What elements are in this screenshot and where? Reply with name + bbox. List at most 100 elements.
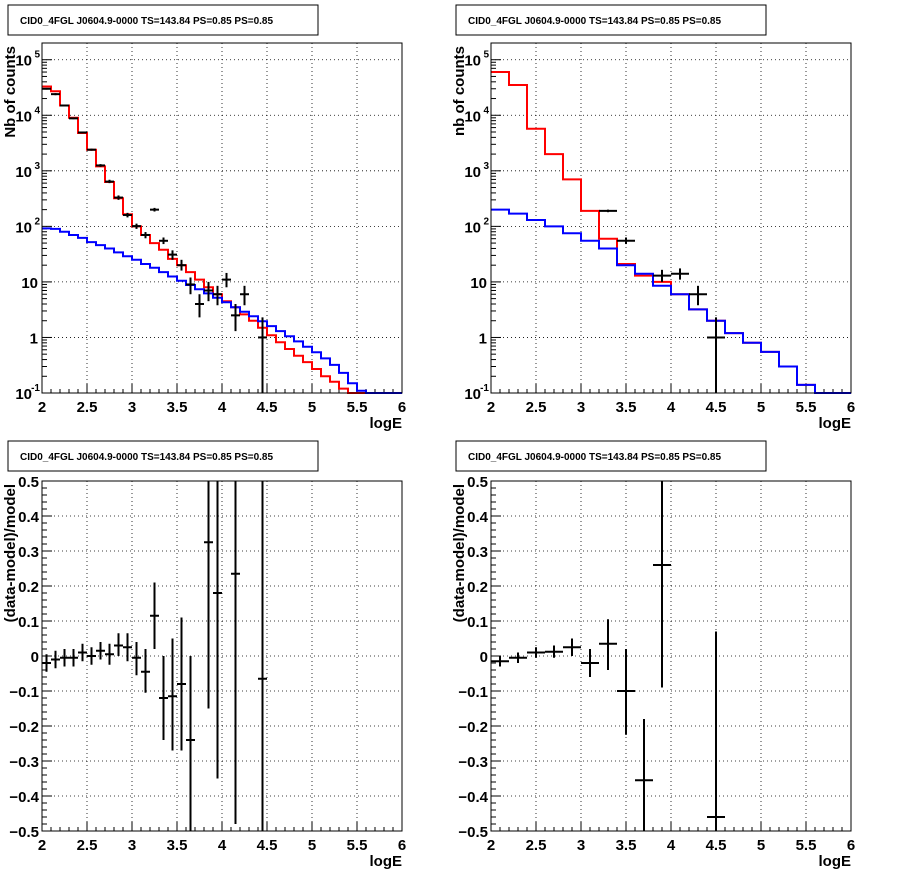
x-tick-label: 3.5 [167,837,188,854]
x-tick-label: 3.5 [167,399,188,416]
y-tick-label: 10 [470,275,487,292]
x-tick-label: 5.5 [347,837,368,854]
x-tick-label: 4 [667,837,676,854]
data-point [195,294,204,318]
data-point [231,481,240,824]
y-tick-label: −0.1 [458,684,488,701]
data-point [617,237,635,245]
x-tick-label: 6 [398,399,406,416]
data-point [527,647,545,658]
data-point [653,269,671,282]
data-point [168,250,177,260]
y-tick-label: 0.4 [467,509,489,526]
data-point [599,619,617,670]
y-tick-label: 10 [464,53,481,70]
y-axis-label: (data-model)/model [2,484,19,622]
data-point [141,649,150,693]
plot-frame [490,480,852,832]
y-axis-label: (data-model)/model [451,484,468,622]
chart-title: CID0_4FGL J0604.9-0000 TS=143.84 PS=0.85… [468,16,721,27]
y-tick-label: 10 [464,386,481,403]
x-tick-label: 4.5 [706,399,727,416]
y-tick-exponent: 4 [483,105,489,116]
data-point [159,237,168,245]
data-point [240,285,249,306]
data-point [51,93,60,96]
data-point [509,652,527,663]
x-axis-label: logE [370,415,403,432]
x-tick-label: 2 [38,399,46,416]
x-axis-label: logE [819,853,852,870]
data-point [563,638,581,656]
x-tick-label: 5.5 [347,399,368,416]
x-tick-label: 2 [487,837,495,854]
y-tick-label: 10 [464,219,481,236]
data-point [87,647,96,665]
x-tick-label: 2 [38,837,46,854]
y-tick-label: 0.3 [18,544,39,561]
y-tick-label: 10 [21,275,38,292]
x-tick-label: 4 [218,399,227,416]
series-step-line [491,208,851,394]
y-tick-exponent: 3 [483,161,489,172]
y-tick-label: 0.3 [467,544,488,561]
data-point [132,642,141,676]
x-tick-label: 5.5 [796,837,817,854]
plot-area [491,43,851,393]
y-tick-label: −0.5 [458,824,488,841]
data-point [581,649,599,677]
y-tick-label: −0.4 [9,789,39,806]
x-tick-label: 4 [218,837,227,854]
data-point [96,642,105,660]
y-tick-label: 0.1 [467,614,488,631]
title-box [455,4,767,36]
x-tick-label: 3 [128,837,136,854]
x-tick-label: 2.5 [77,837,98,854]
x-tick-label: 4 [667,399,676,416]
y-tick-exponent: -1 [480,383,489,394]
data-point [258,481,267,831]
title-box [455,440,767,472]
y-tick-label: 10 [464,164,481,181]
data-point [78,131,87,134]
x-tick-label: 3 [128,399,136,416]
series-step-line [42,227,402,394]
data-point [51,650,60,669]
data-point [132,223,141,229]
x-tick-label: 2.5 [77,399,98,416]
chart-title: CID0_4FGL J0604.9-0000 TS=143.84 PS=0.85… [468,452,721,463]
data-point [222,272,231,288]
x-tick-label: 5.5 [796,399,817,416]
data-point [114,633,123,656]
chart-title: CID0_4FGL J0604.9-0000 TS=143.84 PS=0.85… [20,452,273,463]
y-tick-label: 10 [15,164,32,181]
data-point [159,656,168,740]
y-tick-exponent: 3 [34,161,40,172]
x-tick-label: 5 [308,399,316,416]
y-tick-label: 0.2 [18,579,39,596]
y-tick-label: −0.4 [458,789,488,806]
x-tick-label: 4.5 [257,837,278,854]
data-point [87,148,96,151]
y-tick-exponent: 4 [34,105,40,116]
data-point [96,164,105,167]
plot-frame [41,42,403,394]
data-point [123,212,132,218]
y-tick-label: 0.5 [467,474,488,491]
data-point [177,617,186,751]
data-point [42,654,51,672]
y-tick-label: −0.5 [9,824,39,841]
x-tick-label: 5 [757,399,765,416]
y-tick-label: 1 [479,330,487,347]
plot-frame [490,42,852,394]
y-tick-label: 0 [31,649,39,666]
y-tick-exponent: -1 [31,383,40,394]
data-point [123,633,132,662]
data-point [150,207,159,212]
chart-panel-3: 2 2.5 3 3.5 4 4.5 5 5.5 6 −0.5 −0.4 −0.3 −0.2 −0.1 0 0.… [2,440,406,870]
data-point [204,481,213,709]
y-tick-exponent: 2 [483,216,489,227]
y-tick-label: 10 [464,108,481,125]
x-tick-label: 4.5 [706,837,727,854]
